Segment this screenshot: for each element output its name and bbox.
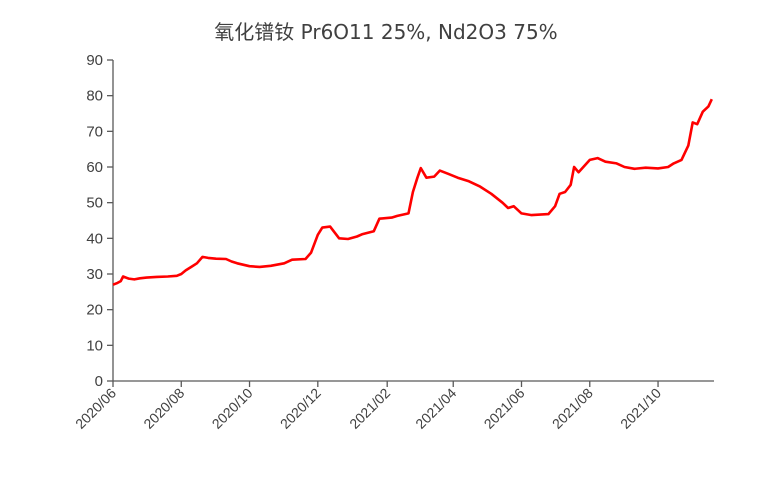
x-tick-label: 2020/12 xyxy=(277,385,324,432)
series-line-0 xyxy=(112,98,713,286)
y-tick-label: 20 xyxy=(86,302,103,319)
x-axis: 2020/06 2020/08 2020/10 2020/12 2021/02 2021/… xyxy=(72,380,714,432)
x-tick-label: 2021/04 xyxy=(412,385,459,432)
x-tick-label: 2021/08 xyxy=(549,385,596,432)
y-tick-label: 10 xyxy=(86,337,103,354)
x-tick-label: 2021/06 xyxy=(481,385,528,432)
chart-title: 氧化镨钕 Pr6O11 25%, Nd2O3 75% xyxy=(214,20,558,44)
y-tick-label: 30 xyxy=(86,266,103,283)
series-group xyxy=(112,98,713,286)
x-tick-label: 2020/06 xyxy=(72,385,119,432)
x-tick-label: 2020/10 xyxy=(209,385,256,432)
y-tick-label: 90 xyxy=(86,52,103,69)
x-tick-label: 2020/08 xyxy=(140,385,187,432)
y-tick-label: 70 xyxy=(86,123,103,140)
y-tick-label: 40 xyxy=(86,230,103,247)
x-tick-label: 2021/02 xyxy=(346,385,393,432)
y-tick-label: 80 xyxy=(86,88,103,105)
x-tick-label: 2021/10 xyxy=(617,385,664,432)
y-axis: 0 10 20 30 40 50 60 70 80 90 xyxy=(86,52,114,390)
y-tick-label: 60 xyxy=(86,159,103,176)
y-tick-label: 50 xyxy=(86,195,103,212)
y-tick-label: 0 xyxy=(95,373,103,390)
